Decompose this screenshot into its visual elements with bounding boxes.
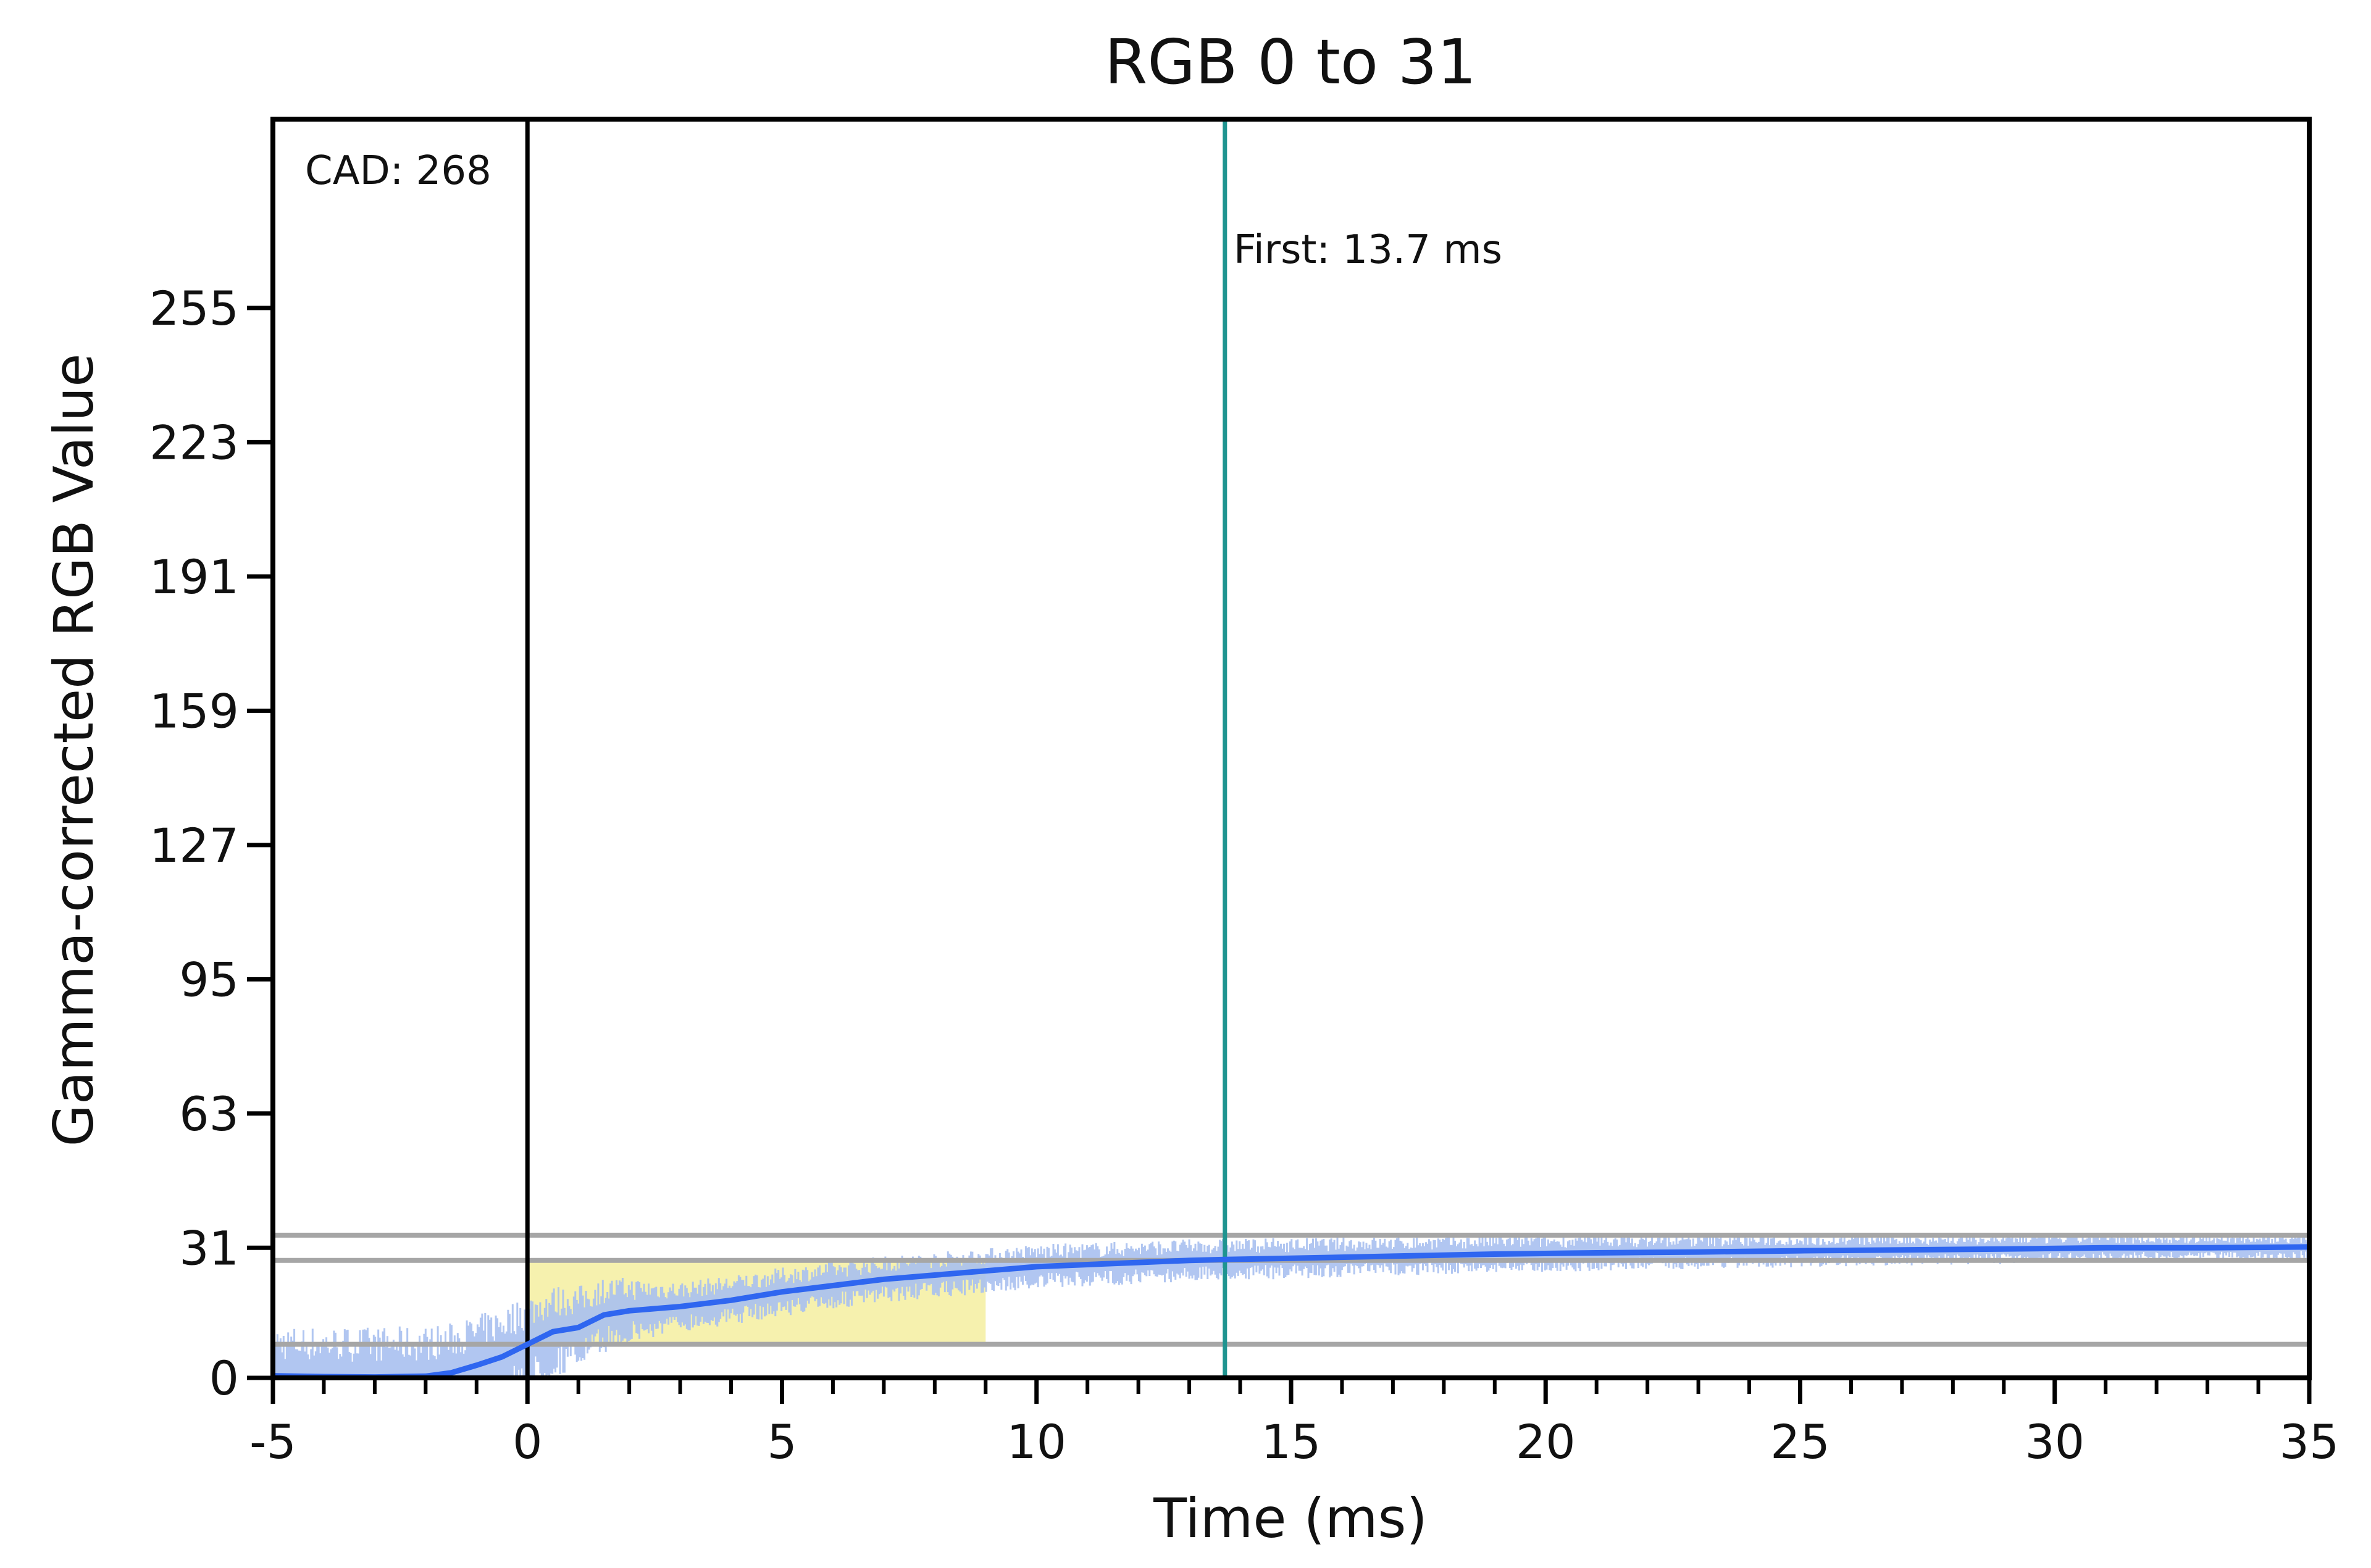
- chart-title: RGB 0 to 31: [1105, 26, 1476, 98]
- y-tick-label: 223: [149, 415, 239, 470]
- x-tick-label: 0: [512, 1414, 542, 1469]
- plot-contents: [273, 119, 2309, 1378]
- raw-samples: [273, 1233, 2309, 1378]
- x-tick-label: 5: [767, 1414, 797, 1469]
- y-tick-label: 255: [149, 281, 239, 336]
- y-tick-label: 0: [209, 1351, 239, 1406]
- x-tick-label: 30: [2025, 1414, 2085, 1469]
- y-tick-label: 31: [179, 1220, 239, 1275]
- first-label: First: 13.7 ms: [1234, 227, 1502, 273]
- x-tick-label: -5: [249, 1414, 296, 1469]
- y-tick-label: 191: [149, 549, 239, 604]
- cad-label: CAD: 268: [305, 148, 491, 194]
- x-tick-label: 25: [1770, 1414, 1830, 1469]
- x-tick-label: 35: [2280, 1414, 2340, 1469]
- y-tick-label: 63: [179, 1086, 239, 1141]
- x-tick-label: 20: [1516, 1414, 1576, 1469]
- x-tick-label: 15: [1261, 1414, 1321, 1469]
- y-tick-label: 127: [149, 818, 239, 873]
- plot-frame: [270, 117, 2312, 1380]
- x-tick-label: 10: [1006, 1414, 1066, 1469]
- y-axis-label: Gamma-corrected RGB Value: [42, 354, 106, 1147]
- y-tick-label: 95: [179, 952, 239, 1007]
- y-tick-label: 159: [149, 683, 239, 738]
- series-line: [273, 1244, 2309, 1378]
- x-axis-label: Time (ms): [1153, 1487, 1428, 1550]
